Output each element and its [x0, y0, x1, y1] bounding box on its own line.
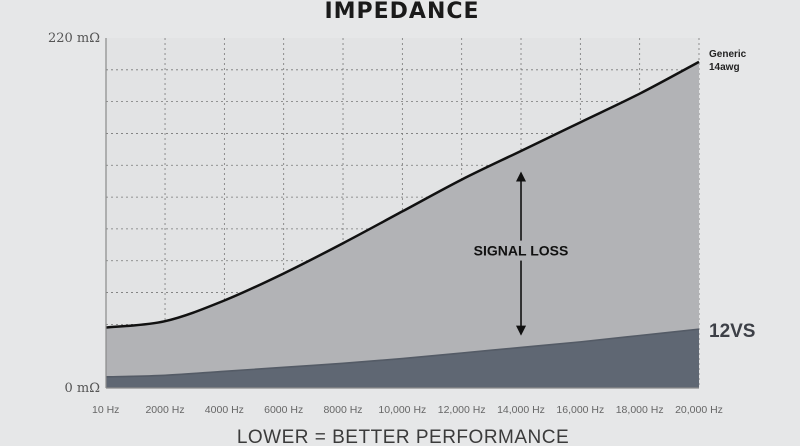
series-label-generic-line-1: Generic	[709, 49, 747, 60]
x-tick-label: 16,000 Hz	[556, 404, 604, 416]
x-tick-label: 12,000 Hz	[438, 404, 486, 416]
series-label-generic-line-2: 14awg	[709, 62, 740, 73]
x-tick-label: 4000 Hz	[205, 404, 244, 416]
x-tick-label: 10,000 Hz	[378, 404, 426, 416]
y-tick-label: 0 mΩ	[64, 381, 100, 396]
x-tick-label: 2000 Hz	[145, 404, 184, 416]
x-tick-label: 6000 Hz	[264, 404, 303, 416]
series-label-generic-14awg: Generic 14awg	[709, 49, 749, 73]
x-tick-labels: 10 Hz 2000 Hz 4000 Hz 6000 Hz 8000 Hz 10,000 …	[92, 404, 723, 416]
signal-loss-label: SIGNAL LOSS	[474, 243, 569, 259]
generic-14awg-area	[106, 61, 699, 389]
12vs-line	[105, 328, 700, 378]
generic-14awg-line	[105, 60, 700, 329]
signal-loss-label-bg	[473, 240, 570, 261]
x-axis-caption: LOWER = BETTER PERFORMANCE	[237, 427, 569, 446]
x-tick-label: 20,000 Hz	[675, 404, 723, 416]
x-tick-label: 14,000 Hz	[497, 404, 545, 416]
y-tick-label: 220 mΩ	[48, 31, 100, 46]
x-tick-label: 18,000 Hz	[616, 404, 664, 416]
x-tick-label: 10 Hz	[92, 404, 119, 416]
chart-title: IMPEDANCE	[324, 0, 479, 24]
series-label-12vs: 12VS	[709, 321, 755, 342]
x-tick-label: 8000 Hz	[323, 404, 362, 416]
y-tick-labels: 220 mΩ 0 mΩ	[48, 31, 100, 396]
